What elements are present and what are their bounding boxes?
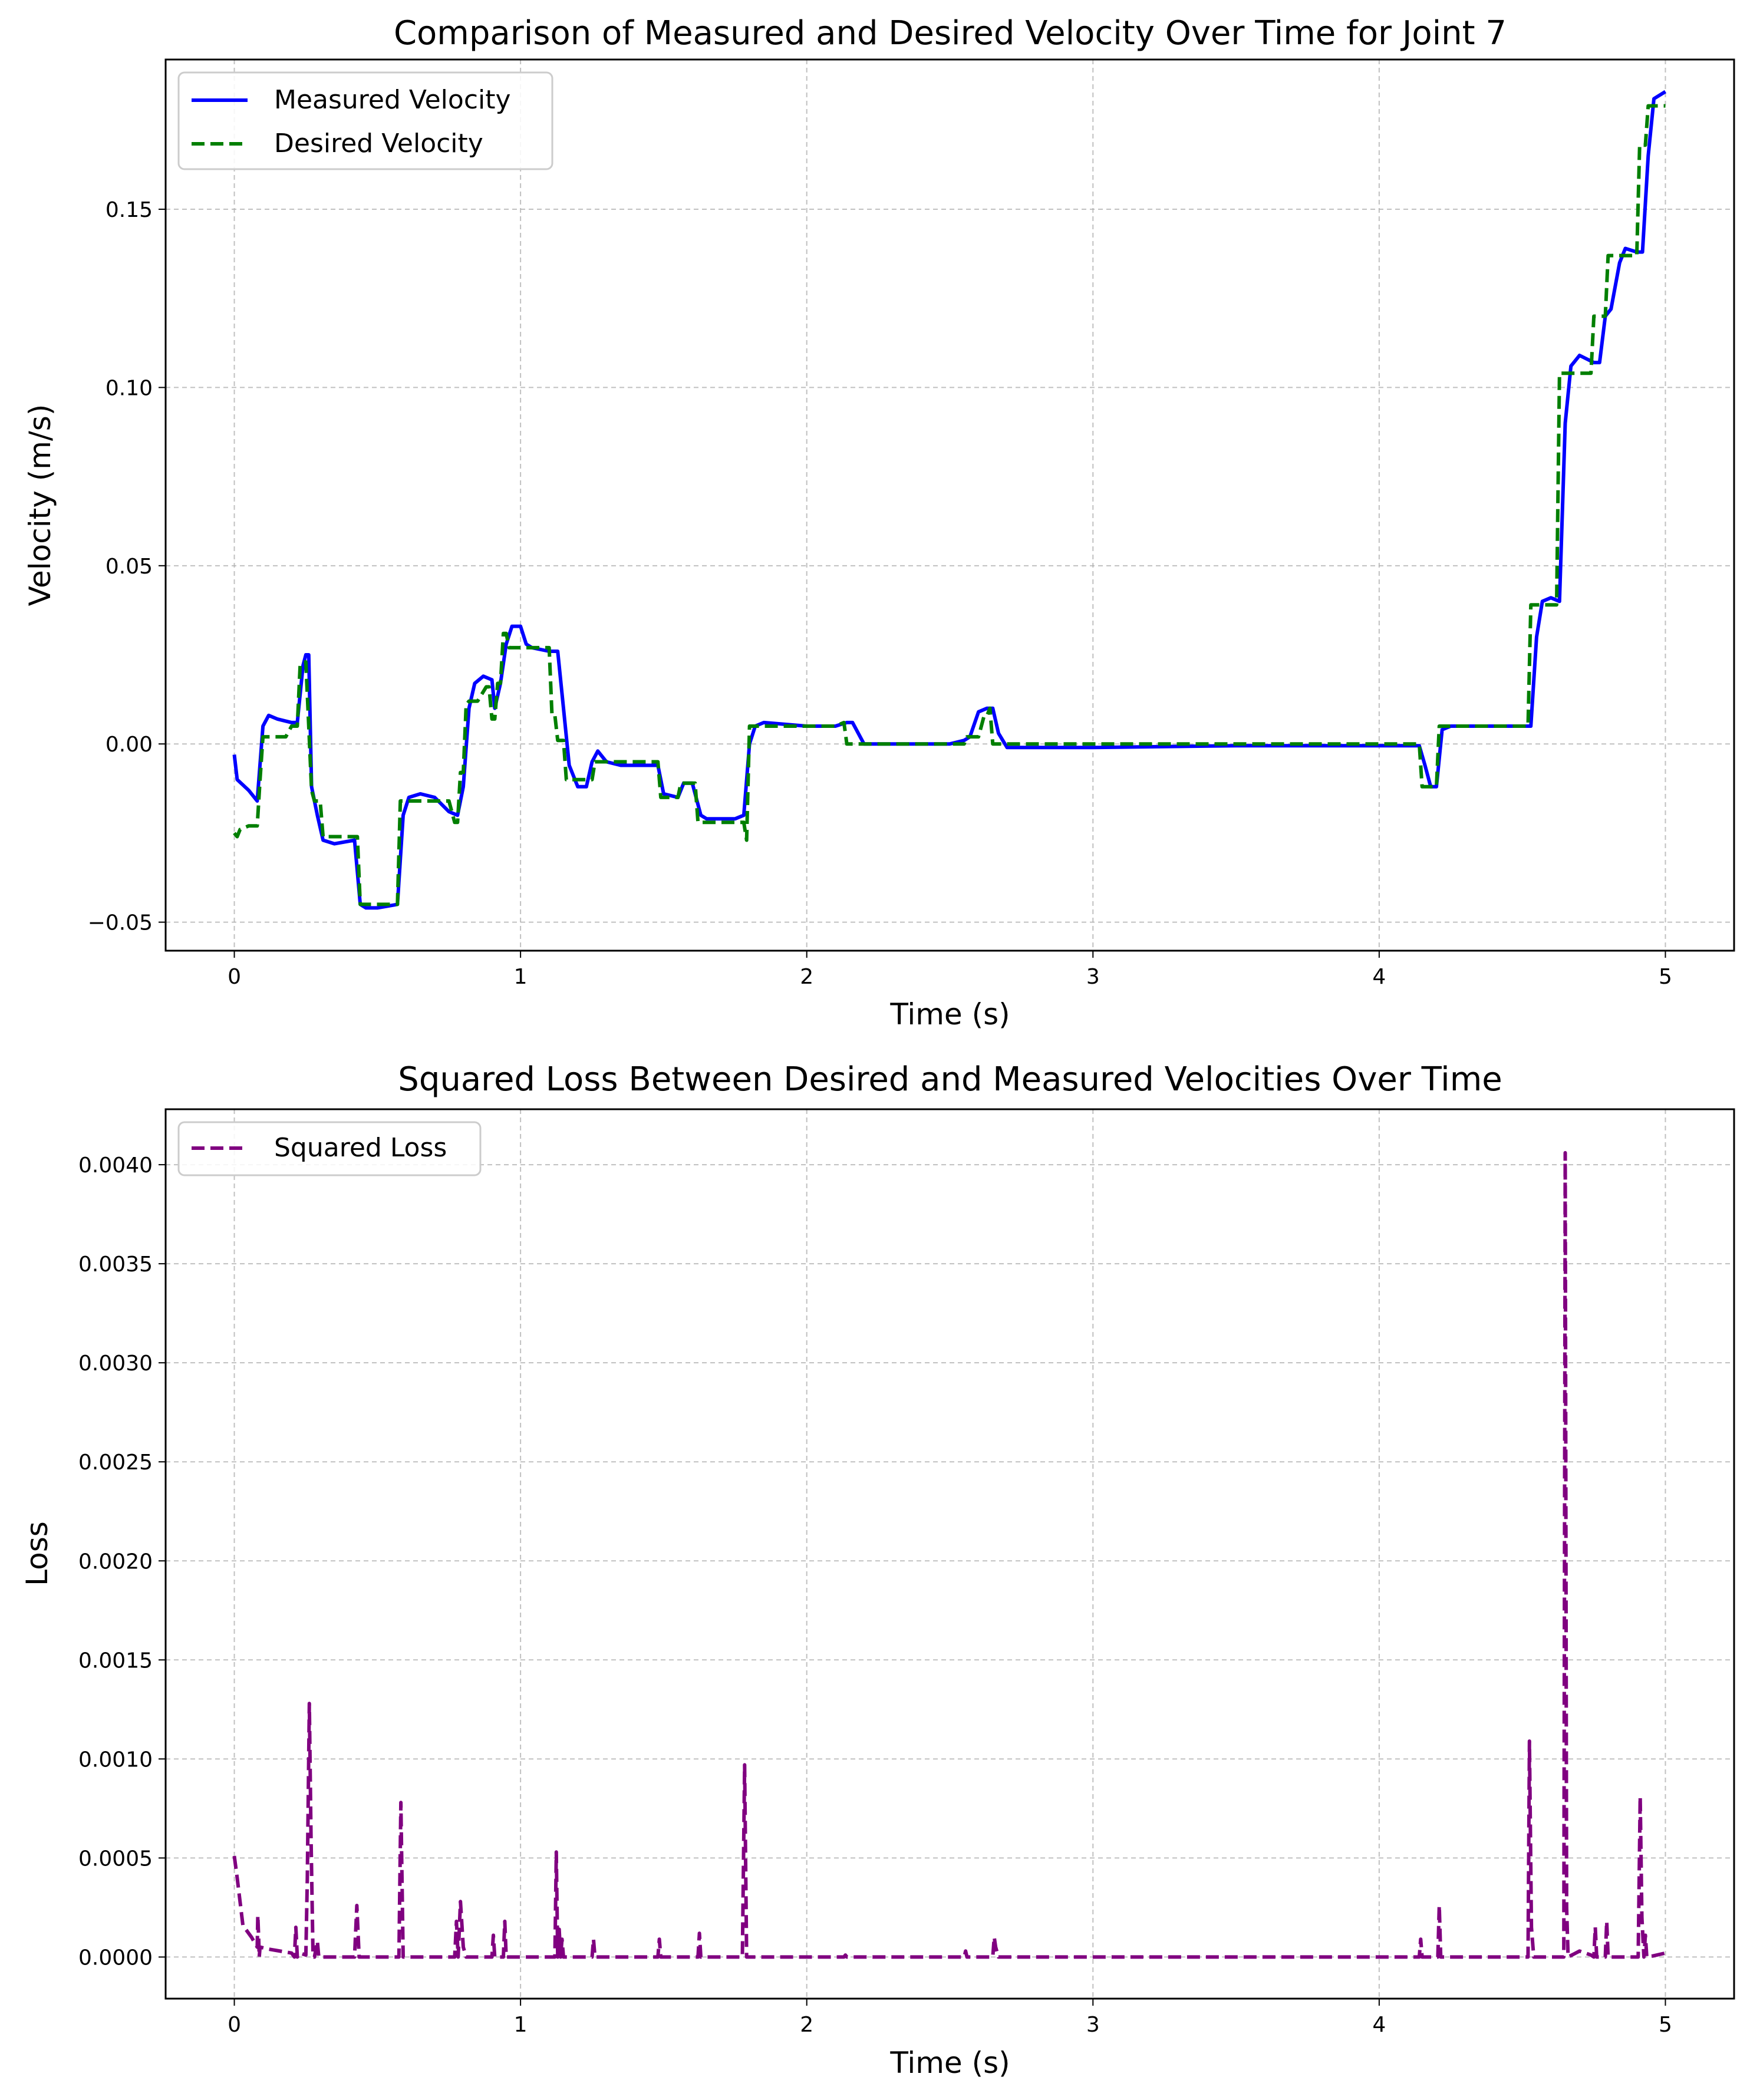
velocity-chart-x-tick-label-5: 5 (1659, 965, 1672, 989)
squared-loss-chart-y-tick-label-0-0040: 0.0040 (78, 1153, 153, 1178)
squared-loss-chart: Squared Loss Between Desired and Measure… (20, 1060, 1735, 2080)
squared-loss-chart-title: Squared Loss Between Desired and Measure… (398, 1060, 1502, 1099)
legend-label-squared-loss: Squared Loss (274, 1133, 447, 1163)
squared-loss-chart-y-tick-label-0-0010: 0.0010 (78, 1748, 153, 1772)
squared-loss-chart-y-axis-ticks: 0.0000 0.0005 0.0010 0.0015 0.0020 0.0025 0.00… (78, 1153, 166, 1970)
squared-loss-chart-series-line-squared-loss (232, 1150, 1666, 1959)
squared-loss-chart-series-layer (232, 1150, 1666, 1959)
squared-loss-chart-legend-box (177, 1121, 482, 1176)
velocity-chart-x-tick-label-4: 4 (1372, 965, 1386, 989)
squared-loss-chart-x-tick-label-4: 4 (1372, 2013, 1386, 2037)
squared-loss-chart-y-tick-label-0-0020: 0.0020 (78, 1550, 153, 1574)
velocity-chart-x-tick-label-3: 3 (1086, 965, 1100, 989)
velocity-chart-y-axis-ticks: −0.05 0.00 0.05 0.10 0.15 (88, 198, 166, 935)
velocity-chart-frame (164, 58, 1735, 952)
velocity-chart-x-axis-ticks: 0 1 2 3 4 5 (228, 951, 1672, 989)
velocity-chart-y-tick-label-0-15: 0.15 (106, 198, 153, 222)
legend-label-desired-velocity: Desired Velocity (274, 128, 483, 159)
velocity-chart-y-tick-label-0-05: 0.05 (106, 555, 153, 579)
velocity-chart: Comparison of Measured and Desired Veloc… (23, 14, 1735, 1031)
squared-loss-chart-x-tick-label-2: 2 (800, 2013, 813, 2037)
velocity-chart-x-axis-label: Time (s) (889, 997, 1010, 1031)
squared-loss-chart-y-tick-label-0-0015: 0.0015 (78, 1649, 153, 1673)
velocity-chart-y-tick-label-0-10: 0.10 (106, 376, 153, 400)
velocity-chart-title: Comparison of Measured and Desired Veloc… (394, 14, 1507, 52)
velocity-chart-y-tick-label-0-05: −0.05 (88, 911, 153, 935)
velocity-chart-x-tick-label-1: 1 (514, 965, 528, 989)
squared-loss-chart-x-tick-label-0: 0 (228, 2013, 241, 2037)
velocity-chart-x-tick-label-2: 2 (800, 965, 813, 989)
velocity-chart-legend-box (177, 71, 553, 170)
velocity-chart-series-layer (232, 90, 1667, 910)
squared-loss-chart-y-tick-label-0-0025: 0.0025 (78, 1450, 153, 1475)
squared-loss-chart-legend: Squared Loss (177, 1121, 482, 1176)
velocity-chart-x-tick-label-0: 0 (228, 965, 241, 989)
velocity-chart-legend: Measured Velocity Desired Velocity (177, 71, 553, 170)
squared-loss-chart-y-tick-label-0-0030: 0.0030 (78, 1351, 153, 1376)
squared-loss-chart-y-axis-label: Loss (20, 1521, 54, 1586)
velocity-chart-y-axis-label: Velocity (m/s) (23, 404, 57, 606)
squared-loss-chart-y-tick-label-0-0035: 0.0035 (78, 1252, 153, 1277)
squared-loss-chart-x-axis-label: Time (s) (889, 2046, 1010, 2080)
legend-label-measured-velocity: Measured Velocity (274, 85, 511, 115)
velocity-chart-series-line-desired-velocity (233, 104, 1666, 906)
squared-loss-chart-x-tick-label-1: 1 (514, 2013, 528, 2037)
squared-loss-chart-y-tick-label-0-0005: 0.0005 (78, 1847, 153, 1871)
squared-loss-chart-x-tick-label-3: 3 (1086, 2013, 1100, 2037)
squared-loss-chart-frame (164, 1108, 1735, 2000)
squared-loss-chart-y-tick-label-0-0000: 0.0000 (78, 1946, 153, 1970)
squared-loss-chart-x-tick-label-5: 5 (1659, 2013, 1672, 2037)
velocity-chart-y-tick-label-0-00: 0.00 (106, 733, 153, 757)
squared-loss-chart-x-axis-ticks: 0 1 2 3 4 5 (228, 1999, 1672, 2037)
